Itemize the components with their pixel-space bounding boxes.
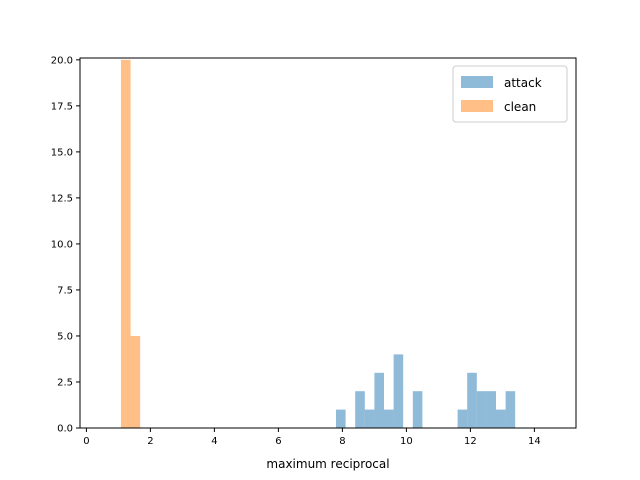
y-tick-label: 10.0 [51, 239, 73, 250]
bar-attack-11 [496, 409, 506, 428]
x-tick-label: 2 [147, 436, 153, 447]
x-axis-label: maximum reciprocal [266, 457, 389, 471]
x-tick-label: 12 [464, 436, 477, 447]
y-tick-label: 7.5 [57, 285, 73, 296]
x-tick-label: 8 [339, 436, 345, 447]
bar-clean-0 [120, 59, 131, 429]
plot-frame [79, 57, 577, 429]
legend-label-clean: clean [504, 100, 536, 114]
y-tick-label: 12.5 [51, 193, 73, 204]
bar-attack-4 [384, 409, 394, 428]
bar-attack-10 [486, 391, 496, 428]
legend: attack clean [452, 65, 568, 123]
bar-attack-12 [505, 391, 516, 428]
bar-attack-3 [374, 372, 384, 428]
bar-attack-7 [457, 409, 468, 428]
bar-attack-2 [364, 409, 375, 428]
x-tick-label: 0 [83, 436, 89, 447]
bar-attack-0 [336, 409, 346, 428]
x-tick-label: 10 [400, 436, 413, 447]
bar-clean-1 [130, 335, 141, 428]
x-tick-label: 6 [275, 436, 281, 447]
legend-label-attack: attack [504, 76, 542, 90]
y-tick-label: 0.0 [57, 424, 73, 435]
bar-attack-5 [393, 354, 404, 428]
y-tick-label: 17.5 [51, 101, 73, 112]
x-tick-label: 14 [528, 436, 541, 447]
legend-swatch-attack [461, 76, 493, 88]
y-tick-label: 2.5 [57, 377, 73, 388]
legend-swatch-clean [461, 100, 493, 112]
y-tick-label: 5.0 [57, 331, 73, 342]
bar-attack-1 [355, 391, 365, 428]
bars-layer [120, 59, 516, 429]
x-tick-label: 4 [211, 436, 217, 447]
y-tick-label: 15.0 [51, 147, 73, 158]
ticks-layer: 0 2 4 6 8 10 12 14 0.0 2.5 5.0 7.5 10.0 12.5 15.0 17.5 2… [51, 55, 541, 447]
bar-attack-8 [467, 372, 477, 428]
y-tick-label: 20.0 [51, 55, 73, 66]
bar-attack-6 [412, 391, 423, 428]
bar-attack-9 [476, 391, 487, 428]
